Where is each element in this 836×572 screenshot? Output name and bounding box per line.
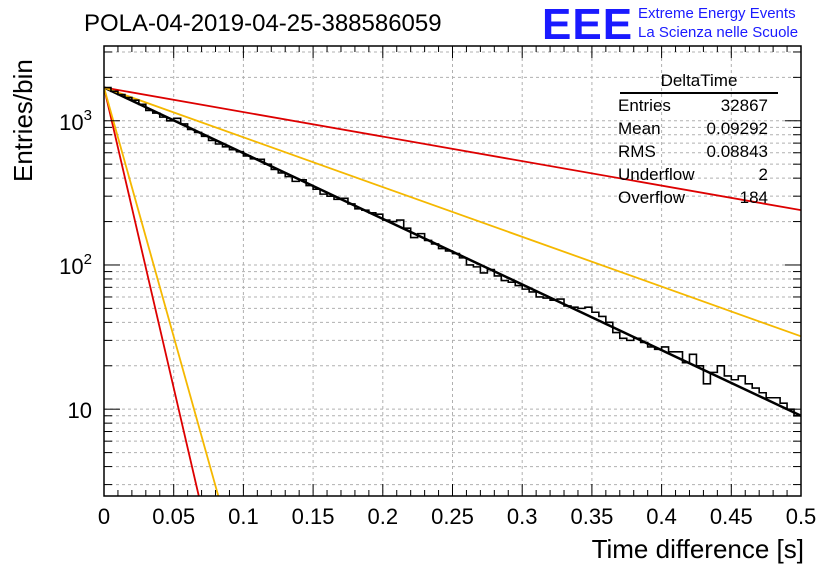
histogram-steps — [104, 86, 801, 417]
eee-logo-line2: La Scienza nelle Scuole — [638, 24, 799, 41]
stats-value: 184 — [739, 188, 768, 207]
x-tick-label: 0.05 — [152, 504, 195, 529]
x-axis-label: Time difference [s] — [591, 534, 804, 564]
stats-row-mean: Mean 0.09292 — [612, 117, 778, 140]
chart-title: POLA-04-2019-04-25-388586059 — [84, 10, 442, 37]
stats-row-rms: RMS 0.08843 — [612, 140, 778, 163]
stats-row-overflow: Overflow 184 — [612, 186, 778, 209]
stats-value: 0.08843 — [706, 142, 768, 161]
x-tick-label: 0.1 — [228, 504, 259, 529]
stats-value: 2 — [758, 165, 768, 184]
x-tick-label: 0.15 — [292, 504, 335, 529]
x-tick-label: 0.35 — [570, 504, 613, 529]
y-tick-label: 10 — [68, 398, 92, 423]
x-tick-label: 0.25 — [431, 504, 474, 529]
eee-logo-text: Extreme Energy Events La Scienza nelle S… — [638, 4, 798, 42]
stats-label: Underflow — [618, 165, 695, 184]
stats-box: DeltaTime Entries 32867 Mean 0.09292 RMS… — [612, 70, 778, 209]
x-tick-label: 0 — [98, 504, 110, 529]
fit-line-4 — [104, 87, 220, 496]
stats-row-entries: Entries 32867 — [612, 94, 778, 117]
y-axis-label: Entries/bin — [8, 59, 39, 182]
stats-label: Overflow — [618, 188, 686, 207]
y-tick-label: 102 — [59, 251, 92, 279]
eee-logo-line1: Extreme Energy Events — [638, 5, 796, 22]
stats-value: 32867 — [720, 96, 768, 115]
fit-line-3 — [104, 87, 200, 496]
x-tick-label: 0.5 — [786, 504, 817, 529]
fit-line-2 — [104, 86, 801, 338]
fit-line-1 — [104, 86, 801, 212]
y-axis-label-text: Entries/bin — [8, 59, 38, 182]
stats-title: DeltaTime — [620, 70, 778, 94]
stats-label: Mean — [618, 119, 661, 138]
x-tick-label: 0.2 — [368, 504, 399, 529]
stats-label: Entries — [618, 96, 671, 115]
x-tick-label: 0.3 — [507, 504, 538, 529]
stats-row-underflow: Underflow 2 — [612, 163, 778, 186]
eee-logo: EEE — [542, 0, 634, 49]
stats-label: RMS — [618, 142, 656, 161]
x-tick-label: 0.45 — [710, 504, 753, 529]
stats-value: 0.09292 — [706, 119, 768, 138]
y-tick-label: 103 — [59, 107, 92, 135]
x-tick-label: 0.4 — [646, 504, 677, 529]
